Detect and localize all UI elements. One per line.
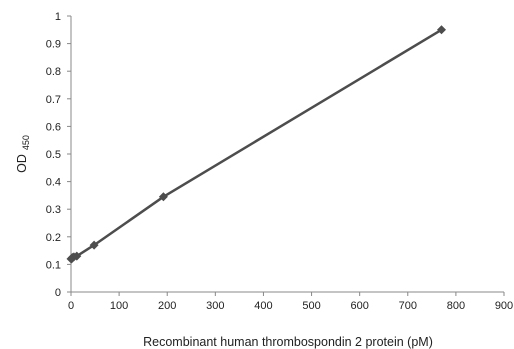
y-axis-label-subscript: 450 <box>21 135 31 150</box>
y-tick-label: 0.3 <box>46 204 61 216</box>
plot-axes <box>70 16 504 293</box>
y-tick-label: 0.8 <box>46 66 61 78</box>
y-tick-label: 0.6 <box>46 121 61 133</box>
data-point-6 <box>158 192 168 202</box>
data-point-7 <box>437 25 446 35</box>
y-tick-label: 0.4 <box>46 177 61 189</box>
y-axis-label-main: OD <box>15 154 29 173</box>
x-tick-label: 900 <box>495 300 513 312</box>
x-tick-label: 600 <box>350 300 368 312</box>
x-tick-label: 200 <box>158 300 176 312</box>
y-tick-label: 0.5 <box>46 149 61 161</box>
x-tick-label: 700 <box>399 300 417 312</box>
y-axis-ticks: 0 0.1 0.2 0.3 0.4 0.5 0.6 0.7 0.8 0.9 1 <box>46 11 71 299</box>
x-tick-label: 400 <box>254 300 272 312</box>
x-axis-label: Recombinant human thrombospondin 2 prote… <box>143 335 433 349</box>
y-tick-label: 0.7 <box>46 94 61 106</box>
y-axis-label: OD 450 <box>15 135 31 173</box>
data-point-5 <box>89 240 99 250</box>
y-tick-label: 0.9 <box>46 39 61 51</box>
x-tick-label: 300 <box>206 300 224 312</box>
x-tick-label: 0 <box>68 300 74 312</box>
y-tick-label: 0.1 <box>46 259 61 271</box>
y-tick-label: 0.2 <box>46 232 61 244</box>
x-tick-label: 100 <box>110 300 128 312</box>
y-tick-label: 1 <box>55 11 61 23</box>
x-tick-label: 500 <box>302 300 320 312</box>
data-series <box>66 25 446 264</box>
x-axis-ticks: 0 100 200 300 400 500 600 700 800 900 <box>68 292 513 312</box>
x-tick-label: 800 <box>447 300 465 312</box>
y-tick-label: 0 <box>55 287 61 299</box>
data-point-4 <box>72 251 82 261</box>
series-0-line <box>70 28 443 261</box>
